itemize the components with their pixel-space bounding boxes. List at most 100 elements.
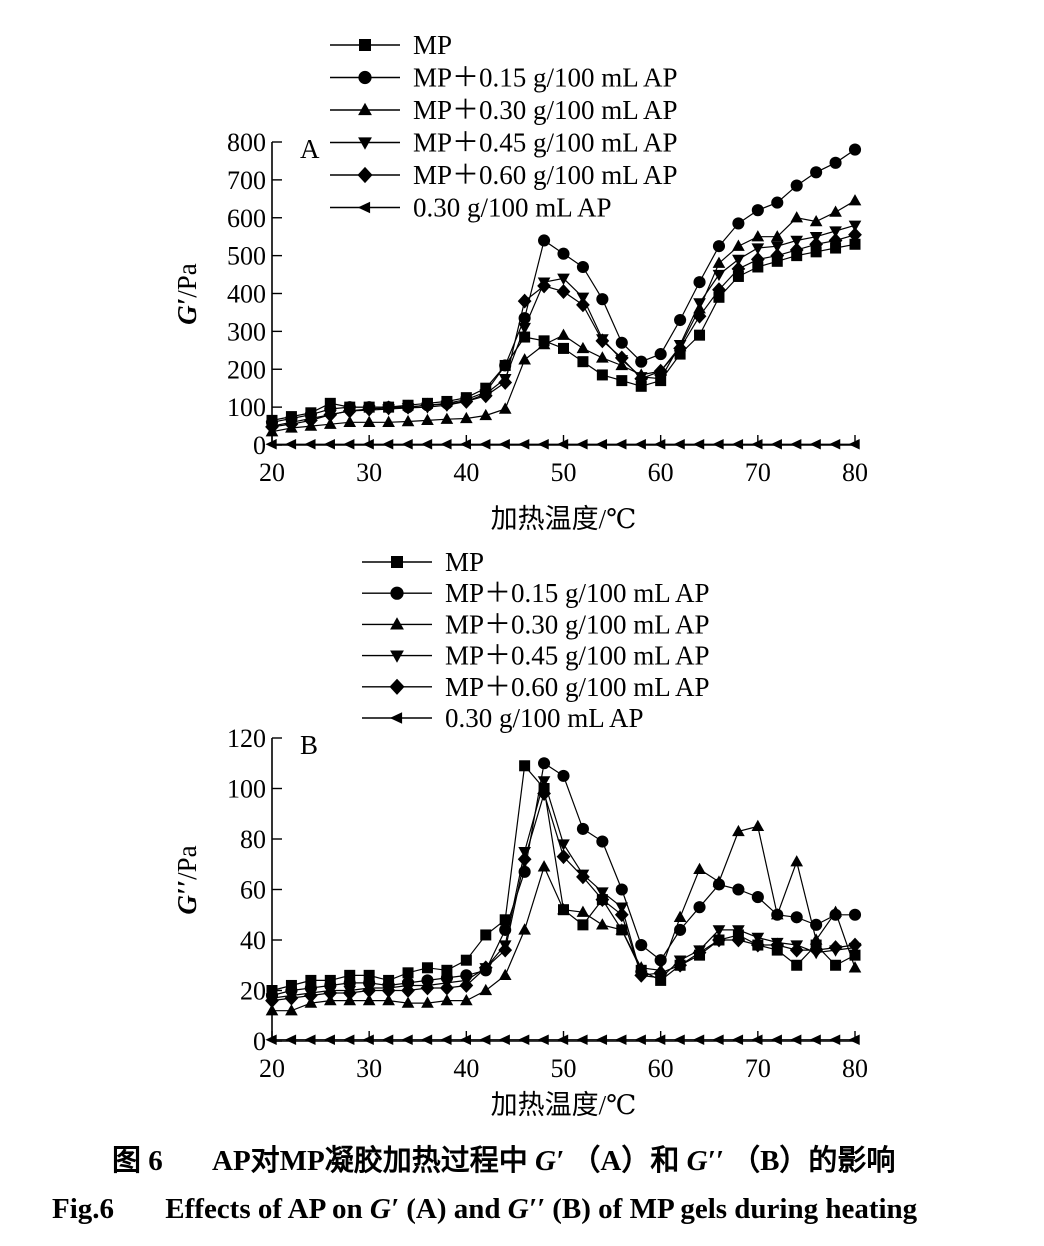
caption-en-part-c: (B) of MP gels during heating	[552, 1193, 917, 1225]
data-point	[401, 439, 413, 450]
series-4	[265, 227, 862, 435]
data-point	[557, 769, 570, 782]
caption-en-number: Fig.6	[52, 1193, 114, 1225]
data-point	[751, 439, 763, 450]
data-point	[498, 942, 513, 958]
y-tick-label: 0	[253, 1027, 266, 1056]
data-point	[712, 875, 726, 887]
data-point	[460, 954, 472, 966]
data-point	[596, 835, 609, 848]
data-point	[732, 824, 745, 837]
x-tick-label: 40	[453, 458, 479, 487]
data-point	[828, 1034, 841, 1045]
data-point	[285, 1004, 298, 1016]
panel-label: A	[300, 134, 320, 164]
legend-marker	[391, 556, 403, 568]
data-point	[732, 883, 745, 896]
data-point	[478, 388, 493, 404]
y-tick-label: 200	[227, 355, 266, 384]
legend-entry: MP＋0.30 g/100 mL AP	[330, 95, 678, 125]
data-point	[790, 911, 803, 924]
data-point	[576, 905, 590, 917]
data-point	[401, 399, 415, 415]
series-line	[271, 778, 856, 999]
data-point	[693, 276, 706, 289]
legend-label: MP	[445, 547, 484, 577]
x-tick-label: 20	[259, 1054, 285, 1083]
legend-entry: MP＋0.30 g/100 mL AP	[362, 609, 710, 639]
data-point	[634, 371, 649, 387]
data-point	[770, 439, 782, 450]
data-point	[829, 156, 842, 169]
data-point	[460, 411, 473, 424]
data-point	[732, 270, 744, 282]
data-point	[770, 230, 784, 242]
data-point	[790, 439, 802, 450]
data-point	[577, 919, 589, 931]
data-point	[732, 239, 745, 251]
data-point	[654, 1034, 666, 1045]
legend-marker	[358, 102, 372, 116]
data-point	[343, 1034, 355, 1045]
data-point	[595, 333, 610, 349]
series-2	[265, 194, 862, 437]
data-point	[519, 331, 531, 343]
data-point	[596, 918, 609, 930]
data-point	[810, 246, 822, 258]
data-point	[692, 1034, 705, 1045]
legend-entry: MP	[362, 547, 484, 577]
caption-en-part-a: Effects of AP on	[165, 1193, 370, 1225]
data-point	[673, 910, 687, 922]
data-point	[479, 983, 493, 996]
data-point	[596, 293, 609, 306]
x-tick-label: 70	[745, 1054, 771, 1083]
data-point	[537, 439, 549, 450]
x-tick-label: 50	[551, 1054, 577, 1083]
data-point	[304, 439, 316, 450]
data-point	[303, 988, 318, 1003]
data-point	[693, 298, 706, 310]
data-point	[265, 1034, 277, 1045]
data-point	[809, 1034, 821, 1045]
data-point	[751, 819, 765, 832]
data-point	[265, 993, 279, 1009]
y-tick-label: 800	[227, 128, 266, 157]
legend-marker	[390, 586, 404, 600]
legend-label: MP	[413, 30, 452, 60]
data-point	[305, 974, 317, 986]
data-point	[557, 839, 570, 851]
data-point	[459, 439, 472, 450]
x-tick-label: 30	[356, 1054, 382, 1083]
data-point	[809, 439, 821, 450]
data-point	[284, 439, 297, 450]
data-point	[692, 439, 705, 450]
x-tick-label: 50	[551, 458, 577, 487]
data-point	[809, 236, 824, 252]
data-point	[498, 402, 512, 414]
data-point	[382, 439, 394, 450]
data-point	[265, 419, 279, 435]
data-point	[576, 869, 590, 885]
y-axis-unit: /Pa	[172, 845, 202, 880]
data-point	[634, 1034, 646, 1045]
legend-entry: MP＋0.60 g/100 mL AP	[330, 160, 678, 190]
data-point	[673, 439, 685, 450]
data-point	[694, 329, 706, 341]
data-point	[595, 892, 610, 908]
data-point	[752, 261, 764, 273]
legend-label: MP＋0.15 g/100 mL AP	[445, 578, 710, 608]
legend-entry: MP＋0.15 g/100 mL AP	[330, 63, 678, 93]
data-point	[595, 439, 608, 450]
data-point	[558, 342, 569, 354]
y-tick-label: 0	[253, 431, 266, 460]
legend-marker	[357, 166, 373, 184]
legend-label: MP＋0.45 g/100 mL AP	[413, 128, 678, 158]
series-line	[271, 762, 855, 997]
caption-cn-part-c: （B）的影响	[731, 1143, 895, 1177]
data-point	[614, 907, 629, 923]
caption-en-symbol-1: G′	[370, 1193, 399, 1225]
series-1	[265, 757, 862, 1002]
data-point	[344, 969, 356, 981]
x-tick-label: 60	[648, 458, 674, 487]
data-point	[653, 363, 668, 379]
